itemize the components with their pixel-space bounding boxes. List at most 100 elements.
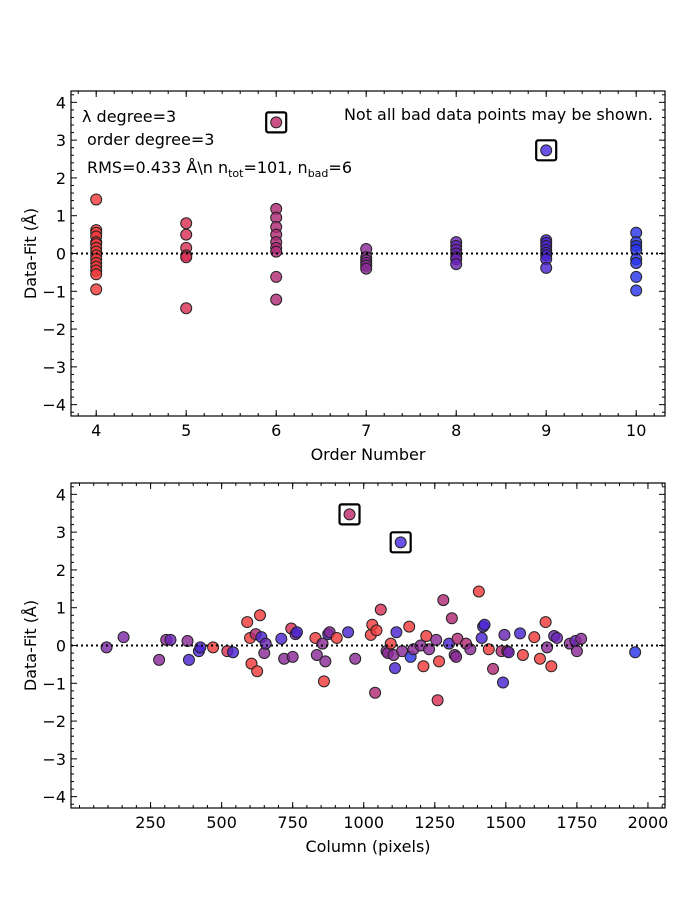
rms-prefix: RMS=0.433 Å\n n — [87, 158, 228, 177]
data-point — [384, 637, 397, 650]
data-point — [275, 632, 288, 645]
data-point — [482, 643, 495, 656]
y-tick-label: 4 — [56, 485, 66, 504]
order-panel: −4 −3 −2 −1 0 1 2 3 4 4 5 6 7 8 9 10 Order Number Data-… — [21, 90, 666, 464]
column-axes-frame — [70, 482, 666, 809]
data-point — [389, 662, 401, 675]
data-point — [487, 662, 500, 675]
y-tick-label: −3 — [42, 358, 66, 377]
data-point — [286, 650, 299, 663]
data-point — [475, 631, 488, 644]
data-point — [369, 686, 382, 699]
data-point — [90, 268, 103, 281]
data-point — [241, 616, 254, 629]
data-point — [270, 293, 283, 306]
x-tick-label: 2000 — [628, 813, 669, 832]
data-point — [207, 641, 220, 654]
data-point — [316, 637, 329, 650]
bad-point-marker — [535, 139, 558, 162]
y-tick-label: 3 — [56, 523, 66, 542]
ntot-subscript: tot — [228, 167, 244, 180]
y-axis-label: Data-Fit (Å) — [21, 600, 40, 691]
data-point — [516, 648, 529, 661]
x-tick-label: 7 — [361, 421, 371, 440]
bad-points-warning: Not all bad data points may be shown. — [344, 105, 653, 124]
data-point — [431, 694, 444, 707]
bad-point-marker — [265, 111, 288, 134]
data-point — [629, 646, 642, 659]
data-point — [478, 618, 491, 631]
x-tick-label: 1750 — [557, 813, 598, 832]
data-point — [570, 645, 583, 658]
data-point — [90, 193, 103, 206]
y-tick-label: 4 — [56, 93, 66, 112]
x-tick-label: 5 — [181, 421, 191, 440]
data-point — [100, 641, 113, 654]
data-point — [551, 631, 563, 644]
data-point — [349, 652, 362, 665]
x-axis-label: Column (pixels) — [305, 837, 430, 856]
data-point — [90, 283, 103, 296]
data-point — [450, 258, 463, 271]
bad-data-point — [270, 116, 283, 129]
data-point — [290, 626, 303, 639]
data-point — [342, 626, 355, 639]
data-point — [164, 633, 177, 646]
data-point — [330, 631, 343, 644]
data-point — [437, 594, 450, 607]
bad-point-marker — [389, 531, 412, 554]
lambda-degree-annotation: λ degree=3 — [82, 107, 176, 126]
data-point — [423, 643, 436, 656]
y-tick-label: −4 — [42, 788, 66, 807]
x-tick-label: 6 — [271, 421, 281, 440]
y-tick-label: 0 — [56, 245, 66, 264]
nbad-value: =6 — [328, 158, 352, 177]
data-point — [630, 270, 643, 283]
data-point — [533, 652, 546, 665]
data-point — [270, 245, 283, 258]
data-point — [180, 228, 193, 241]
data-point — [251, 665, 264, 678]
data-point — [259, 637, 272, 650]
bad-data-point — [540, 144, 553, 157]
order-axes-frame — [70, 90, 666, 417]
y-tick-label: −3 — [42, 750, 66, 769]
data-point — [374, 603, 387, 616]
data-point — [227, 646, 239, 659]
column-points — [100, 503, 642, 707]
data-point — [360, 262, 373, 275]
data-point — [319, 655, 332, 668]
data-point — [182, 653, 195, 666]
y-tick-label: −1 — [42, 674, 66, 693]
bad-point-marker — [338, 503, 361, 526]
x-tick-label: 250 — [135, 813, 166, 832]
y-tick-label: 1 — [56, 207, 66, 226]
x-tick-label: 750 — [277, 813, 308, 832]
rms-annotation: RMS=0.433 Å\n ntot=101, nbad=6 — [87, 158, 352, 180]
data-point — [317, 675, 330, 688]
nbad-subscript: bad — [308, 167, 329, 180]
y-tick-label: −2 — [42, 712, 66, 731]
y-tick-label: 2 — [56, 561, 66, 580]
y-tick-label: −2 — [42, 320, 66, 339]
data-point — [270, 270, 283, 283]
data-point — [472, 585, 485, 598]
data-point — [545, 660, 558, 673]
ntot-value: =101, n — [243, 158, 307, 177]
order-degree-annotation: order degree=3 — [87, 130, 214, 149]
data-point — [370, 624, 383, 637]
y-tick-label: 2 — [56, 169, 66, 188]
x-axis-label: Order Number — [311, 445, 426, 464]
x-tick-label: 4 — [91, 421, 101, 440]
bad-data-point — [394, 536, 407, 549]
data-point — [630, 284, 643, 297]
data-point — [450, 650, 463, 663]
x-tick-label: 1000 — [343, 813, 384, 832]
data-point — [420, 630, 433, 643]
data-point — [417, 660, 430, 673]
column-panel: −4 −3 −2 −1 0 1 2 3 4 250 500 750 1000 1250 1500 1750 20… — [21, 482, 669, 856]
data-point — [630, 256, 643, 269]
x-tick-label: 8 — [451, 421, 461, 440]
data-point — [403, 620, 416, 633]
